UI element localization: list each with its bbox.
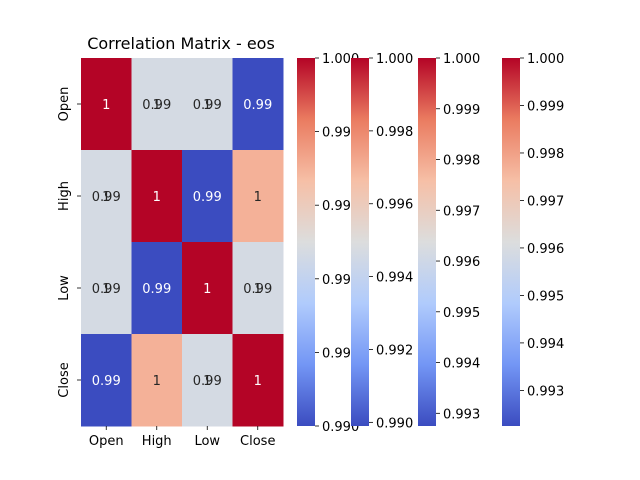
heatmap-cell-high-low <box>182 150 233 243</box>
x-tick-label-high: High <box>142 434 172 449</box>
cell-annotation-high-low: 0.99 <box>193 190 222 205</box>
colorbar-1-gradient <box>297 58 315 426</box>
colorbars-group: 0.990 0.992 0.994 0.996 0.998 1.000 0.990 0.992… <box>297 52 564 435</box>
colorbar-4-tick-label-2: 0.995 <box>527 289 564 304</box>
cell-annotation-high-open-0: 0.99 <box>92 190 121 205</box>
y-tick-label-high: High <box>57 181 72 211</box>
colorbar-4-tick-label-7: 1.000 <box>527 52 564 67</box>
colorbar-2-tick-label-1: 0.992 <box>376 343 413 358</box>
heatmap-cell-high-open <box>81 150 132 243</box>
heatmap-cell-low-open <box>81 242 132 335</box>
chart-title: Correlation Matrix - eos <box>87 34 275 53</box>
heatmap-cell-close-low <box>182 334 233 427</box>
colorbar-1: 0.990 0.992 0.994 0.996 0.998 1.000 <box>297 52 359 435</box>
heatmap-cell-open-high <box>131 58 183 151</box>
colorbar-3-tick-label-4: 0.997 <box>443 204 480 219</box>
colorbar-3-tick-label-6: 0.999 <box>443 103 480 118</box>
cell-annotation-open-low-0: 0.99 <box>193 98 222 113</box>
colorbar-4-tick-label-3: 0.996 <box>527 242 564 257</box>
cell-annotation-high-close: 1 <box>254 190 262 205</box>
cell-annotation-open-close: 0.99 <box>243 98 272 113</box>
heatmap-cell-open-open <box>81 58 132 151</box>
cell-annotation-close-close: 1 <box>254 374 262 389</box>
cell-annotation-open-open: 1 <box>102 98 110 113</box>
colorbar-4-tick-label-0: 0.993 <box>527 384 564 399</box>
cell-annotation-low-close-1: 1 <box>254 282 262 297</box>
colorbar-3: 0.993 0.994 0.995 0.996 0.997 0.998 0.999 1.000 <box>418 52 480 426</box>
cell-annotation-open-low-1: 1 <box>203 98 211 113</box>
y-tick-label-open: Open <box>57 87 72 122</box>
cell-annotation-high-high: 1 <box>153 190 161 205</box>
colorbar-1-tick-label-0: 0.990 <box>322 420 359 435</box>
heatmap-cell-close-close <box>232 334 284 427</box>
colorbar-2-gradient <box>351 58 369 426</box>
colorbar-2-tick-label-0: 0.990 <box>376 416 413 431</box>
colorbar-1-tick-label-3: 0.996 <box>322 199 359 214</box>
cell-annotation-high-open-1: 1 <box>102 190 110 205</box>
colorbar-3-tick-label-7: 1.000 <box>443 52 480 67</box>
colorbar-4: 0.993 0.994 0.995 0.996 0.997 0.998 0.999 1.000 <box>502 52 564 426</box>
cell-annotation-open-high-1: 1 <box>153 98 161 113</box>
heatmap-cell-close-high <box>131 334 183 427</box>
colorbar-1-tick-label-5: 1.000 <box>322 52 359 67</box>
colorbar-2-tick-label-3: 0.996 <box>376 198 413 213</box>
heatmap-cell-low-low <box>182 242 233 335</box>
heatmap-cell-close-open <box>81 334 132 427</box>
heatmap-cell-open-close <box>232 58 284 151</box>
colorbar-4-tick-label-1: 0.994 <box>527 337 564 352</box>
cell-annotation-close-high: 1 <box>153 374 161 389</box>
x-tick-label-low: Low <box>194 434 220 449</box>
cell-annotation-low-close-0: 0.99 <box>243 282 272 297</box>
colorbar-2-tick-label-2: 0.994 <box>376 271 413 286</box>
colorbar-2: 0.990 0.992 0.994 0.996 0.998 1.000 <box>351 52 413 431</box>
heatmap-cell-high-high <box>131 150 183 243</box>
colorbar-2-tick-label-5: 1.000 <box>376 52 413 67</box>
x-tick-label-close: Close <box>240 434 275 449</box>
y-tick-label-low: Low <box>57 275 72 301</box>
colorbar-1-tick-label-2: 0.994 <box>322 273 359 288</box>
colorbar-3-tick-label-1: 0.994 <box>443 357 480 372</box>
colorbar-3-tick-label-5: 0.998 <box>443 154 480 169</box>
colorbar-4-tick-label-6: 0.999 <box>527 99 564 114</box>
colorbar-2-tick-label-4: 0.998 <box>376 125 413 140</box>
colorbar-4-gradient <box>502 58 520 426</box>
colorbar-3-tick-label-3: 0.996 <box>443 255 480 270</box>
cell-annotation-open-high-0: 0.99 <box>142 98 171 113</box>
colorbar-1-tick-label-4: 0.998 <box>322 126 359 141</box>
heatmap-cell-low-close <box>232 242 284 335</box>
colorbar-4-tick-label-5: 0.998 <box>527 147 564 162</box>
colorbar-1-tick-label-1: 0.992 <box>322 346 359 361</box>
cell-annotation-close-open: 0.99 <box>92 374 121 389</box>
cell-annotation-low-open-1: 1 <box>102 282 110 297</box>
colorbar-3-tick-label-2: 0.995 <box>443 306 480 321</box>
heatmap-cell-high-close <box>232 150 284 243</box>
colorbar-3-gradient <box>418 58 436 426</box>
heatmap-cell-open-low <box>182 58 233 151</box>
cell-annotation-low-low: 1 <box>203 282 211 297</box>
heatmap-plot-area: 1 0.991 0.991 0.990.991 1 0.99 10.991 0.99 1 0.99… <box>57 58 284 449</box>
cell-annotation-close-low-0: 0.99 <box>193 374 222 389</box>
colorbar-3-tick-label-0: 0.993 <box>443 407 480 422</box>
cell-annotation-low-high: 0.99 <box>142 282 171 297</box>
cell-annotation-low-open-0: 0.99 <box>92 282 121 297</box>
y-tick-label-close: Close <box>57 362 72 397</box>
heatmap-cell-low-high <box>131 242 183 335</box>
x-tick-label-open: Open <box>89 434 124 449</box>
colorbar-4-tick-label-4: 0.997 <box>527 194 564 209</box>
cell-annotation-close-low-1: 1 <box>203 374 211 389</box>
